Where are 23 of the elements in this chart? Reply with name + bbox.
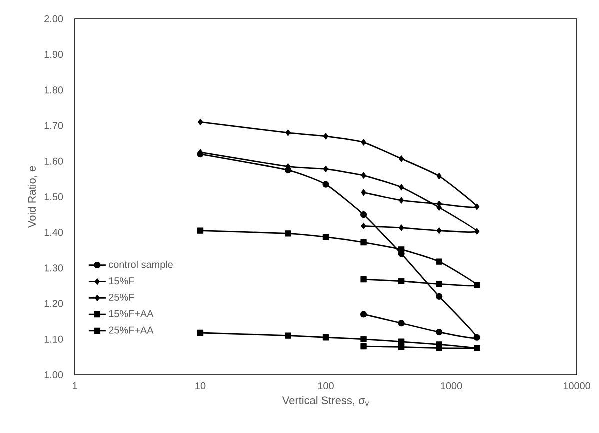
y-tick-label: 2.00 xyxy=(44,15,64,23)
x-tick-label: 1 xyxy=(72,382,78,390)
x-tick-label: 10000 xyxy=(564,382,590,390)
legend-label: 15%F+AA xyxy=(109,310,154,318)
x-tick-label: 10 xyxy=(196,382,206,390)
y-tick-label: 1.00 xyxy=(44,371,64,379)
legend-label: 25%F xyxy=(109,294,134,302)
y-tick-label: 1.60 xyxy=(44,158,64,165)
x-axis-title: Vertical Stress, σ$_{v}$ xyxy=(282,396,370,406)
y-tick-label: 1.10 xyxy=(44,336,64,343)
legend-label: control sample xyxy=(109,260,173,270)
y-tick-label: 1.20 xyxy=(44,300,64,308)
x-tick-label: 1000 xyxy=(441,382,462,390)
y-tick-label: 1.80 xyxy=(44,86,64,94)
y-tick-label: 1.70 xyxy=(44,122,64,130)
y-axis-title: Void Ratio, e xyxy=(28,166,38,228)
y-tick-label: 1.30 xyxy=(44,264,64,272)
y-tick-label: 1.90 xyxy=(44,51,64,58)
legend-label: 25%F+AA xyxy=(109,326,154,334)
y-tick-label: 1.40 xyxy=(44,229,64,236)
legend-label: 15%F xyxy=(109,278,134,285)
x-tick-label: 100 xyxy=(318,382,334,390)
y-tick-label: 1.50 xyxy=(44,193,64,201)
